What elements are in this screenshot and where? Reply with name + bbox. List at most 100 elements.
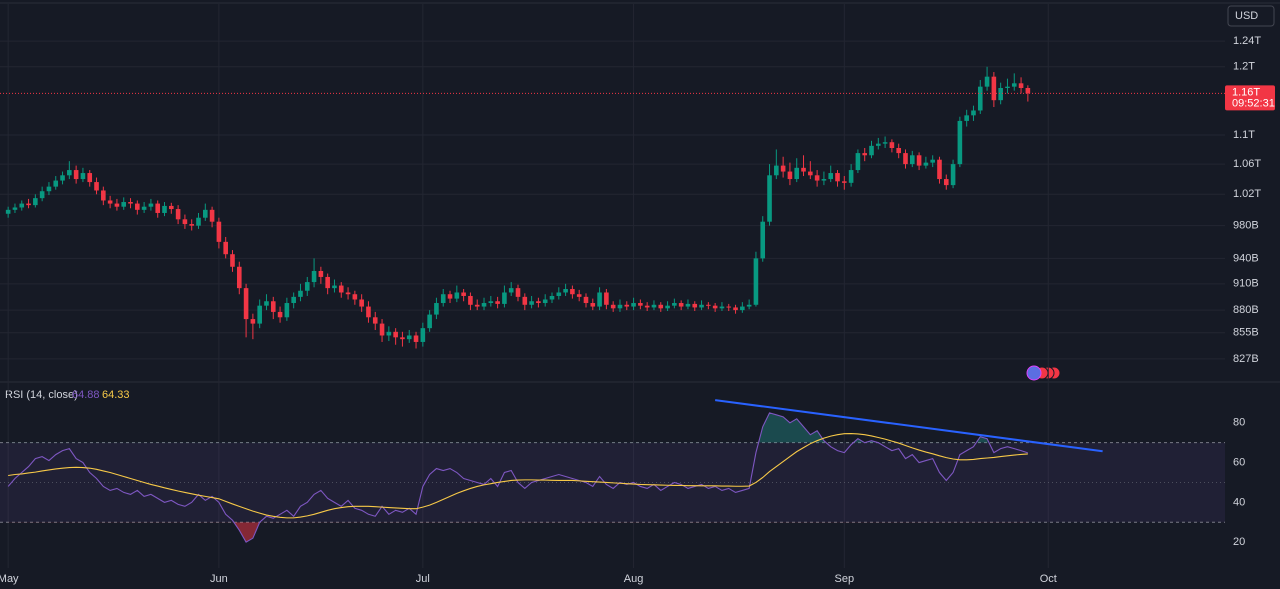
candle-body [481, 303, 487, 307]
candle-body [597, 292, 602, 307]
candle-body [706, 304, 711, 306]
candle-body [1011, 83, 1017, 87]
candle-body [502, 292, 507, 304]
countdown-label: 09:52:31 [1232, 97, 1275, 109]
event-badges[interactable] [1026, 365, 1061, 381]
candle-body [12, 207, 18, 210]
candle-body [114, 203, 120, 207]
x-tick-label: May [0, 573, 19, 585]
candle-body [468, 295, 473, 305]
candle-body [916, 155, 922, 166]
candle-body [230, 254, 235, 267]
y-tick-label: 1.06T [1233, 158, 1261, 170]
candle-body [196, 217, 201, 226]
candle-body [733, 307, 738, 311]
candle-body [828, 173, 834, 180]
candle-body [413, 335, 419, 342]
candle-body [651, 304, 657, 308]
x-tick-label: Jun [210, 573, 228, 585]
candle-body [801, 167, 806, 172]
candle-body [950, 164, 956, 186]
candle-body [624, 304, 630, 307]
overbought-fill [758, 412, 990, 443]
candle-body [604, 292, 609, 305]
candle-body [590, 303, 596, 307]
last-price-label: 1.16T [1232, 86, 1260, 98]
candle-body [563, 289, 568, 293]
candle-body [712, 305, 718, 309]
trend-line [715, 399, 1103, 453]
candle-body [665, 305, 670, 309]
candle-body [209, 209, 215, 222]
y-tick-label: 60 [1233, 456, 1245, 468]
candle-body [855, 153, 861, 171]
candle-body [53, 180, 59, 187]
candle-body [760, 221, 766, 259]
candle-body [128, 202, 133, 204]
currency-box[interactable] [1227, 5, 1275, 27]
candle-body [774, 165, 779, 176]
candle-body [753, 258, 759, 305]
candle-body [447, 294, 453, 299]
candle-body [726, 306, 732, 308]
candle-body [971, 110, 976, 116]
y-tick-label: 855B [1233, 327, 1259, 339]
y-tick-label: 40 [1233, 496, 1245, 508]
candle-body [848, 170, 854, 183]
candle-body [216, 221, 222, 242]
candle-body [379, 323, 385, 336]
candle-body [787, 171, 793, 180]
candles [5, 66, 1031, 349]
candle-body [746, 304, 752, 307]
candle-body [148, 203, 154, 207]
y-tick-label: 20 [1233, 536, 1245, 548]
candle-body [60, 175, 65, 181]
candle-body [67, 170, 72, 176]
candle-body [991, 76, 997, 101]
candle-body [440, 294, 446, 304]
y-tick-label: 880B [1233, 304, 1259, 316]
candle-body [155, 203, 161, 213]
candle-body [175, 209, 181, 220]
candle-body [39, 191, 45, 199]
candle-body [427, 314, 432, 329]
rsi-line [7, 412, 1029, 543]
candle-body [406, 335, 412, 340]
candle-body [223, 241, 228, 255]
candle-body [909, 155, 915, 165]
candle-body [862, 153, 868, 156]
x-tick-label: Sep [835, 573, 855, 585]
candle-body [1005, 86, 1010, 88]
candle-body [73, 170, 79, 180]
candle-body [400, 337, 405, 340]
candle-body [107, 200, 113, 204]
candle-body [835, 173, 840, 182]
last-price-box [1225, 85, 1275, 111]
candle-body [46, 186, 52, 192]
currency: USD [1235, 10, 1258, 22]
candle-body [495, 301, 500, 304]
candle-body [699, 304, 704, 308]
candle-body [19, 203, 25, 208]
candle-body [957, 120, 963, 165]
candle-body [685, 303, 691, 307]
candle-body [876, 143, 881, 146]
candle-body [366, 306, 371, 318]
candle-body [515, 288, 521, 297]
x-tick-label: Aug [624, 573, 644, 585]
candle-body [318, 270, 324, 277]
candle-body [332, 285, 337, 289]
candle-body [182, 219, 188, 225]
candle-body [202, 209, 208, 218]
candle-body [869, 145, 874, 156]
candle-body [189, 224, 195, 226]
candle-body [536, 301, 541, 304]
candle-body [814, 175, 820, 181]
candle-body [311, 270, 317, 283]
candle-body [26, 203, 31, 206]
candle-body [359, 299, 364, 307]
candle-body [1025, 87, 1031, 94]
y-tick-label: 940B [1233, 252, 1259, 264]
y-tick-label: 910B [1233, 278, 1259, 290]
